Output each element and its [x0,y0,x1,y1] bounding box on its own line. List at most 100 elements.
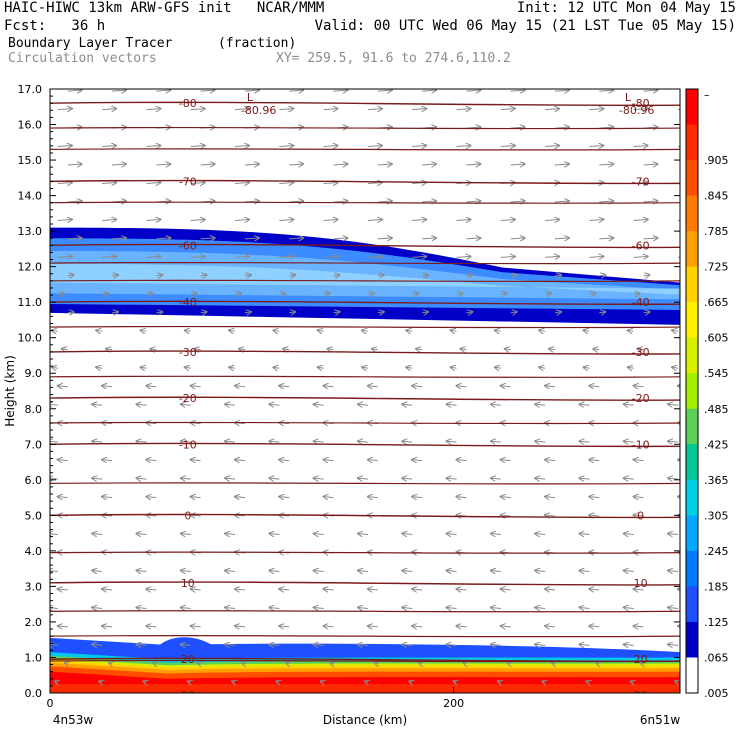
vector-arrow [501,589,511,590]
circulation-vectors [50,90,680,682]
vector-arrow [367,109,382,110]
vector-arrow [579,441,590,442]
plot-frame [49,88,681,694]
colorbar-label: – [704,88,710,101]
vector-arrow [466,90,480,91]
vector-arrow [235,109,249,110]
x-tick-label: 0 [47,697,54,710]
vector-arrow [377,201,392,202]
isotherm-line [50,657,680,663]
vector-arrow [402,644,413,645]
vector-arrow [422,90,436,91]
vector-arrow [624,478,634,479]
isotherm-line [50,694,680,697]
vector-arrow [599,312,605,313]
minimum-value: -80.96 [241,104,276,117]
vector-arrow [200,238,215,239]
isotherm-line [50,148,680,151]
vector-arrow [586,681,589,682]
vector-arrow [269,441,280,442]
isotherm-label: -70 [179,175,197,188]
colorbar-label: .305 [704,509,729,522]
vector-arrow [447,644,457,645]
vector-arrow [406,367,413,368]
vector-arrow [323,293,330,294]
vector-arrow [198,663,201,664]
isotherm-line [50,126,680,130]
vector-arrow [409,681,412,682]
vector-arrow [181,534,191,535]
colorbar-swatch [686,195,698,232]
vector-arrow [358,644,369,645]
vector-arrow [279,497,290,498]
vector-arrow [156,275,162,276]
overlay-name: Circulation vectors [8,51,157,66]
vector-arrow [412,386,423,387]
vector-arrow [328,349,334,350]
vector-arrow [631,681,634,682]
isotherm-label: 10 [181,577,195,590]
colorbar-swatch [686,657,698,694]
vector-arrow [668,441,679,442]
vector-arrow [402,478,413,479]
colorbar-label: .245 [704,545,729,558]
vector-arrow [593,349,600,350]
vector-arrow [156,90,170,91]
vector-arrow [244,164,259,165]
vector-arrow [57,293,64,294]
isotherm-line [50,442,680,448]
vector-arrow [92,534,103,535]
header-valid: Valid: 00 UTC Wed 06 May 15 (21 LST Tue … [314,18,736,34]
colorbar-swatch [686,408,698,445]
y-tick-label: 15.0 [18,154,43,167]
vector-arrow [375,663,378,664]
vector-arrow [279,386,290,387]
vector-arrow [549,349,556,350]
vector-arrow [535,478,546,479]
vector-arrow [106,349,113,350]
vector-arrow [314,644,324,645]
y-tick-label: 9.0 [25,367,43,380]
vector-arrow [539,367,546,368]
vector-arrow [643,275,650,276]
vector-arrow [111,90,126,91]
vector-arrow [279,589,290,590]
y-tick-label: 8.0 [25,403,43,416]
vector-arrow [579,644,590,645]
vector-arrow [634,460,644,461]
vector-arrow [535,534,546,535]
vector-arrow [447,534,457,535]
vector-arrow [50,644,58,645]
vector-arrow [638,349,644,350]
vector-arrow [368,626,378,627]
vector-arrow [235,386,245,387]
vector-arrow [244,312,251,313]
isotherm-line [50,201,680,204]
vector-arrow [65,663,68,664]
vector-arrow [672,330,679,331]
colorbar-swatch [686,231,698,268]
isotherm-line [50,261,680,265]
vector-arrow [447,441,457,442]
vector-arrow [412,146,426,147]
vector-arrow [289,238,303,239]
isotherm-label: -80 [179,97,197,110]
colorbar-label: .185 [704,580,729,593]
vector-arrow [599,90,613,91]
vector-arrow [333,164,348,165]
colorbar-swatch [686,89,698,126]
isotherm-label: -10 [632,438,650,451]
vector-arrow [235,183,249,184]
isotherm-label: -40 [632,296,650,309]
x-end-label-left: 4n53w [53,713,94,727]
vector-arrow [289,275,295,276]
vector-arrow [191,626,201,627]
vector-arrow [491,478,501,479]
vector-arrow [447,478,457,479]
vector-arrow [368,589,378,590]
vector-arrow [510,201,525,202]
vector-arrow [111,164,126,165]
isotherm-label: -60 [632,239,650,252]
y-tick-label: 10.0 [18,332,43,345]
vector-arrow [289,90,303,91]
